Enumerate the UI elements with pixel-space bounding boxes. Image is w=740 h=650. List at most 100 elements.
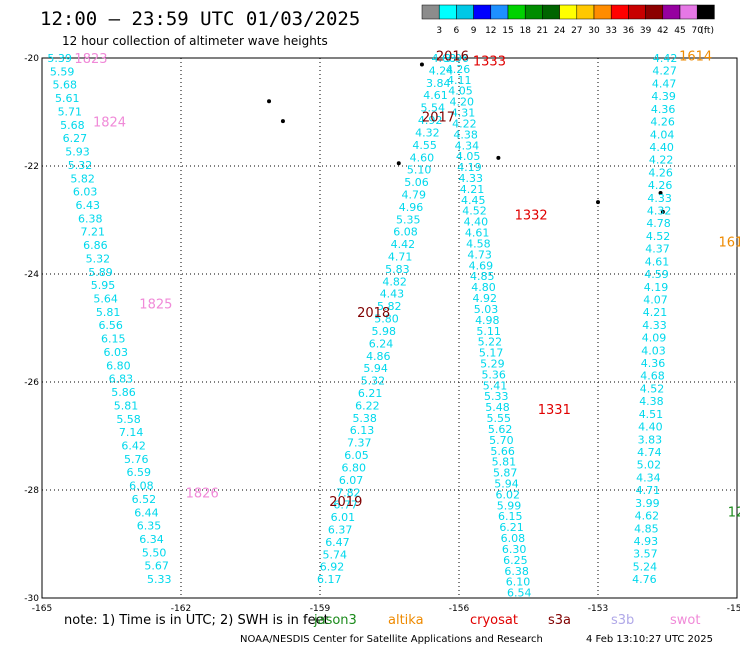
color-scale-tick: 70	[691, 26, 703, 36]
wave-height-label: 4.39	[651, 90, 676, 103]
color-scale-tick: 36	[623, 26, 635, 36]
wave-height-label: 6.92	[320, 561, 345, 574]
color-swatch	[507, 4, 526, 20]
wave-height-label: 5.32	[68, 159, 93, 172]
color-scale-unit: (ft)	[700, 26, 714, 36]
wave-height-label: 5.03	[474, 303, 499, 316]
satellite-legend-swot: swot	[670, 613, 701, 628]
wave-height-label: 6.80	[106, 359, 131, 372]
track-swot: 5.395.595.685.615.715.686.275.935.325.82…	[47, 52, 171, 586]
wave-height-label: 4.62	[635, 510, 660, 523]
wave-height-label: 5.32	[86, 252, 111, 265]
x-tick-label: -156	[449, 604, 470, 614]
wave-height-label: 4.52	[462, 205, 487, 218]
wave-height-label: 4.45	[461, 194, 486, 207]
wave-height-label: 6.05	[344, 449, 369, 462]
color-swatch	[473, 4, 492, 20]
wave-height-label: 4.24	[429, 64, 454, 77]
wave-height-label: 4.51	[639, 408, 664, 421]
wave-height-label: 6.15	[101, 333, 126, 346]
wave-height-label: 4.80	[471, 281, 496, 294]
wave-height-label: 6.42	[121, 439, 146, 452]
wave-height-label: 5.94	[363, 362, 388, 375]
wave-height-label: 6.83	[109, 373, 134, 386]
pass-label: 12	[728, 506, 740, 521]
wave-height-label: 4.71	[636, 484, 661, 497]
wave-height-label: 5.81	[96, 306, 121, 319]
color-swatch	[524, 4, 543, 20]
land-point	[267, 99, 272, 104]
color-swatch	[438, 4, 457, 20]
wave-height-label: 4.42	[653, 52, 678, 65]
pass-label: 1823	[74, 52, 107, 67]
x-tick-label: -162	[171, 604, 191, 614]
wave-height-label: 4.92	[473, 292, 498, 305]
wave-height-label: 4.38	[639, 395, 664, 408]
wave-height-label: 5.68	[60, 119, 85, 132]
wave-height-label: 5.39	[47, 52, 72, 65]
color-scale-tick: 12	[485, 26, 496, 36]
wave-height-label: 4.92	[418, 114, 443, 127]
wave-height-label: 5.76	[124, 453, 149, 466]
land-point	[419, 62, 424, 67]
wave-height-label: 4.22	[649, 154, 674, 167]
wave-height-label: 5.06	[404, 176, 429, 189]
wave-height-label: 6.59	[127, 466, 152, 479]
wave-height-label: 4.60	[410, 151, 435, 164]
pass-label: 2019	[329, 495, 362, 510]
wave-height-label: 6.13	[350, 424, 375, 437]
pass-label: 1331	[538, 403, 571, 418]
wave-height-label: 7.82	[336, 486, 361, 499]
wave-height-label: 5.71	[58, 105, 83, 118]
x-tick-label: -159	[310, 604, 331, 614]
wave-height-label: 5.11	[476, 325, 501, 338]
wave-height-label: 4.85	[634, 522, 659, 535]
wave-height-label: 6.01	[331, 511, 356, 524]
y-tick-label: -20	[24, 54, 39, 64]
wave-height-label: 6.38	[504, 565, 529, 578]
wave-height-label: 5.35	[396, 213, 421, 226]
wave-height-label: 6.37	[328, 523, 353, 536]
wave-height-label: 5.89	[88, 266, 113, 279]
x-tick-label: -165	[32, 604, 52, 614]
land-point	[658, 191, 663, 195]
wave-height-label: 4.61	[645, 255, 670, 268]
wave-height-label: 6.86	[83, 239, 108, 252]
color-scale-tick: 15	[502, 26, 513, 36]
wave-height-label: 6.35	[137, 520, 162, 533]
wave-height-label: 3.84	[426, 77, 451, 90]
wave-height-label: 4.32	[415, 126, 440, 139]
wave-height-label: 7.37	[347, 437, 372, 450]
color-swatch	[645, 4, 664, 20]
wave-height-label: 4.52	[646, 230, 671, 243]
y-tick-label: -28	[24, 486, 39, 496]
wave-height-label: 4.61	[423, 89, 448, 102]
wave-height-label: 5.38	[352, 412, 377, 425]
color-scale-legend: 3 6 9 12 15 18 21 24 27 30 33 36 39 42 45 70(ft)	[421, 4, 715, 36]
wave-height-label: 6.22	[355, 399, 380, 412]
wave-height-label: 4.33	[458, 172, 483, 185]
pass-label: 161	[718, 236, 740, 251]
wave-height-label: 4.93	[634, 535, 659, 548]
satellite-legend-jason3: jason3	[314, 613, 357, 628]
wave-height-label: 4.74	[637, 446, 662, 459]
wave-height-label: 6.80	[342, 461, 367, 474]
wave-height-label: 6.25	[503, 554, 528, 567]
wave-height-label: 4.11	[447, 74, 472, 87]
wave-height-label: 5.87	[493, 467, 518, 480]
track-cryosat: 3.964.264.114.054.204.314.224.384.344.05…	[444, 52, 531, 600]
wave-height-label: 4.40	[638, 421, 663, 434]
wave-height-label: 4.42	[391, 238, 416, 251]
wave-height-label: 5.61	[55, 92, 80, 105]
land-point	[596, 200, 600, 205]
color-swatch	[456, 4, 474, 20]
wave-height-label: 4.38	[453, 128, 478, 141]
wave-height-label: 4.26	[648, 179, 673, 192]
color-scale-tick: 6	[454, 26, 460, 36]
wave-height-label: 5.33	[147, 573, 172, 586]
wave-height-label: 4.76	[632, 573, 657, 586]
wave-height-label: 5.93	[65, 146, 90, 159]
wave-height-label: 4.19	[457, 161, 482, 174]
wave-height-label: 6.08	[129, 480, 154, 493]
wave-height-label: 5.98	[372, 325, 397, 338]
